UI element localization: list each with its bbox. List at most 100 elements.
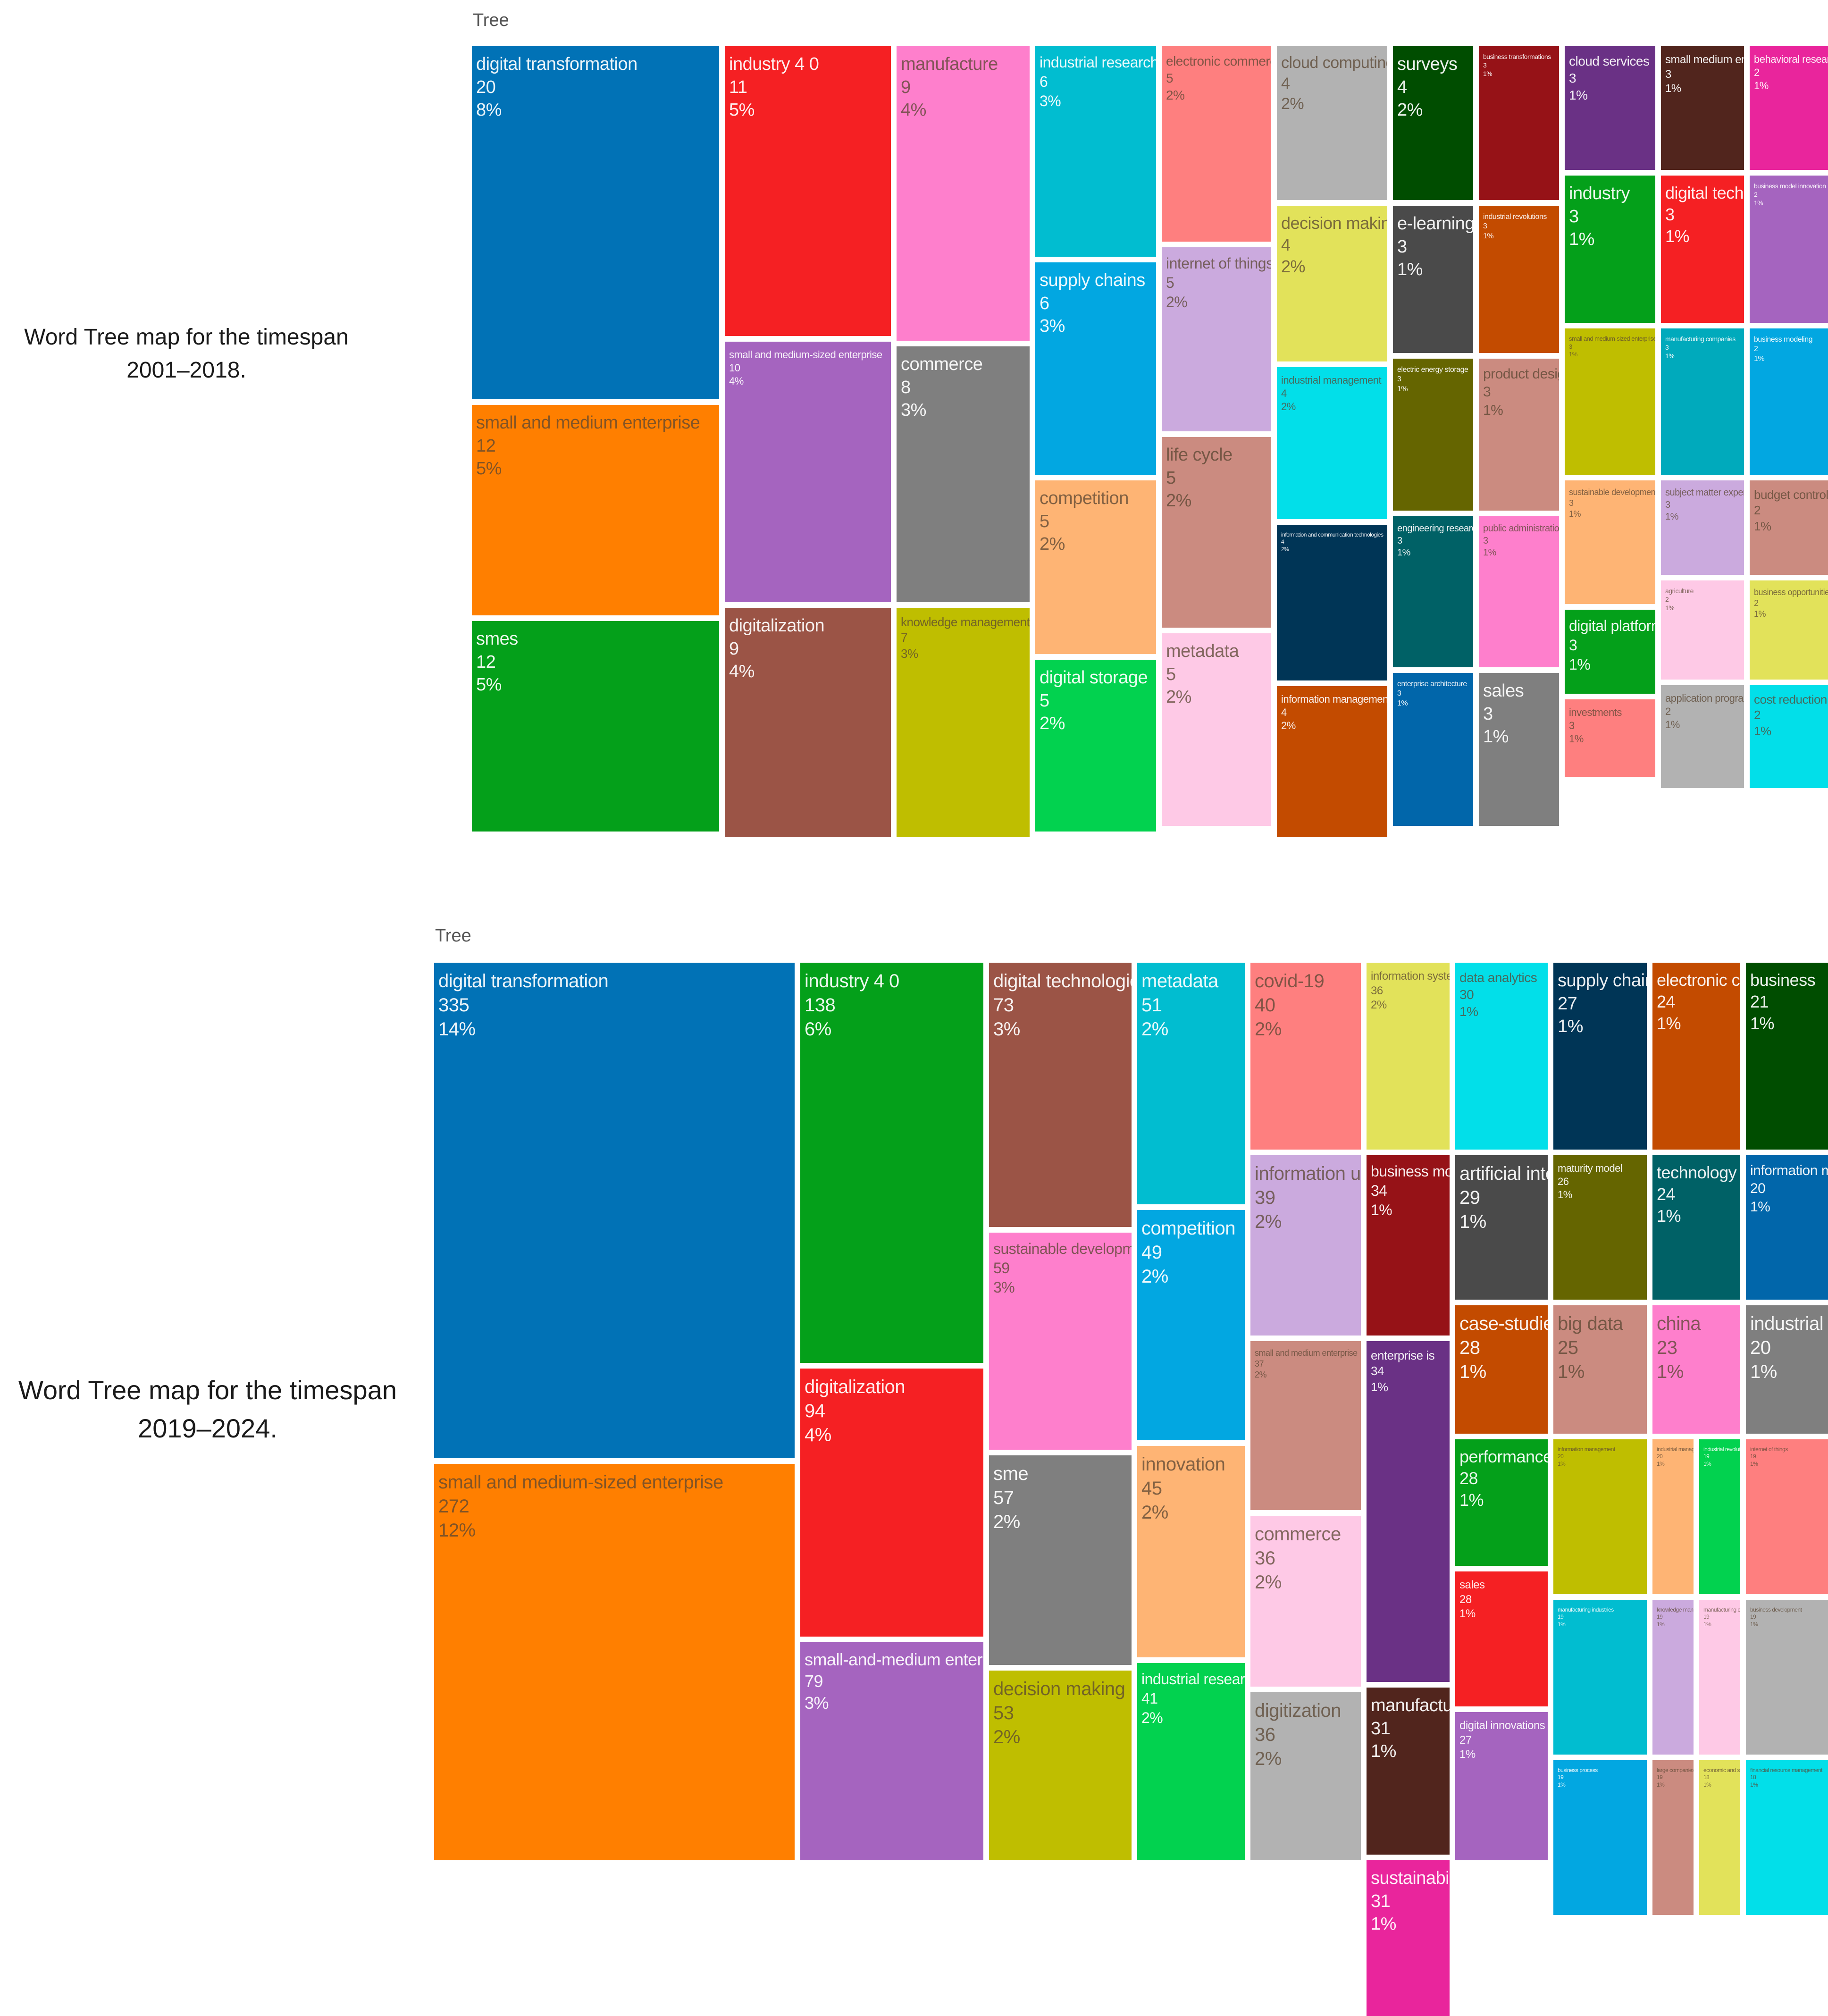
treemap-tile[interactable]: manufacture 311%: [1367, 1688, 1450, 1855]
treemap-tile[interactable]: sustainability 31 1%: [1367, 1860, 1450, 2016]
treemap-tile[interactable]: agriculture 2 1%: [1661, 580, 1744, 680]
treemap-tile[interactable]: industrial revolutions191%: [1699, 1439, 1740, 1594]
treemap-tile[interactable]: big data 25 1%: [1553, 1305, 1647, 1434]
treemap-tile[interactable]: budget control 2 1%: [1750, 480, 1828, 575]
treemap-tile[interactable]: large companies 19 1%: [1652, 1760, 1694, 1915]
treemap-tile[interactable]: competition 49 2%: [1137, 1210, 1245, 1440]
treemap-tile[interactable]: digitization 36 2%: [1250, 1692, 1361, 1860]
treemap-tile[interactable]: information use 392%: [1250, 1155, 1361, 1336]
treemap-tile[interactable]: financial resource management 18 1%: [1746, 1760, 1828, 1915]
treemap-tile[interactable]: sme 57 2%: [989, 1455, 1132, 1665]
treemap-tile[interactable]: manufacture 9 4%: [897, 46, 1030, 341]
treemap-tile[interactable]: small-and-medium enterprise 79 3%: [800, 1642, 983, 1860]
treemap-tile[interactable]: digital platforms 31%: [1565, 610, 1655, 694]
treemap-tile[interactable]: commerce 8 3%: [897, 346, 1030, 602]
treemap-tile[interactable]: artificial intelligence 291%: [1455, 1155, 1548, 1300]
treemap-tile[interactable]: sustainable development 3 1%: [1565, 480, 1655, 604]
treemap-tile[interactable]: competition 5 2%: [1035, 480, 1156, 654]
treemap-tile[interactable]: internet of things 5 2%: [1162, 247, 1271, 431]
treemap-tile[interactable]: small and medium-sized enterprise 10 4%: [725, 342, 891, 602]
treemap-tile[interactable]: e-learning 3 1%: [1393, 206, 1473, 353]
treemap-tile[interactable]: cost reduction 2 1%: [1750, 685, 1828, 788]
treemap-tile[interactable]: business 21 1%: [1746, 963, 1828, 1150]
treemap-tile[interactable]: maturity model 26 1%: [1553, 1155, 1647, 1300]
treemap-tile[interactable]: digital storage 5 2%: [1035, 660, 1156, 832]
treemap-tile[interactable]: small and medium enterprise 37 2%: [1250, 1341, 1361, 1510]
treemap-tile[interactable]: business process 19 1%: [1553, 1760, 1647, 1915]
treemap-tile[interactable]: metadata 51 2%: [1137, 963, 1245, 1204]
treemap-tile[interactable]: industrial research41 2%: [1137, 1663, 1245, 1860]
treemap-tile[interactable]: surveys 4 2%: [1393, 46, 1473, 200]
treemap-tile[interactable]: commerce 36 2%: [1250, 1516, 1361, 1687]
treemap-tile[interactable]: business development 19 1%: [1746, 1600, 1828, 1755]
treemap-tile[interactable]: cloud services 3 1%: [1565, 46, 1655, 170]
treemap-tile[interactable]: business transformations 3 1%: [1479, 46, 1559, 200]
treemap-tile[interactable]: industry 4 0 11 5%: [725, 46, 891, 336]
treemap-tile[interactable]: technology adoption 241%: [1652, 1155, 1740, 1300]
treemap-tile[interactable]: digitalization 94 4%: [800, 1369, 983, 1637]
treemap-tile[interactable]: digital transformation 335 14%: [434, 963, 795, 1458]
treemap-tile[interactable]: economic and social effects181%: [1699, 1760, 1740, 1915]
treemap-tile[interactable]: knowledge management191%: [1652, 1600, 1694, 1755]
treemap-tile[interactable]: cloud computing 4 2%: [1277, 46, 1387, 200]
treemap-tile[interactable]: information systems36 2%: [1367, 963, 1450, 1150]
treemap-tile[interactable]: sustainable development 593%: [989, 1233, 1132, 1450]
treemap-tile[interactable]: data analytics 30 1%: [1455, 963, 1548, 1150]
treemap-tile[interactable]: industry 4 0 138 6%: [800, 963, 983, 1363]
treemap-tile[interactable]: information management 4 2%: [1277, 686, 1387, 837]
treemap-tile[interactable]: manufacturing industries 19 1%: [1553, 1600, 1647, 1755]
treemap-tile[interactable]: digital technologies 3 1%: [1661, 176, 1744, 323]
treemap-tile[interactable]: enterprise is 34 1%: [1367, 1341, 1450, 1682]
treemap-tile[interactable]: digital technologies 73 3%: [989, 963, 1132, 1227]
treemap-tile[interactable]: covid-19 40 2%: [1250, 963, 1361, 1150]
treemap-tile[interactable]: electronic commerce 5 2%: [1162, 46, 1271, 242]
treemap-tile[interactable]: metadata 5 2%: [1162, 633, 1271, 826]
treemap-tile[interactable]: electronic commerce24 1%: [1652, 963, 1740, 1150]
treemap-tile[interactable]: sales 3 1%: [1479, 673, 1559, 826]
treemap-tile[interactable]: supply chains 6 3%: [1035, 262, 1156, 475]
treemap-tile[interactable]: small and medium-sized enterprise 3 1%: [1565, 328, 1655, 475]
treemap-tile[interactable]: subject matter experts3 1%: [1661, 480, 1744, 575]
treemap-tile[interactable]: business modeling 2 1%: [1750, 328, 1828, 475]
treemap-tile[interactable]: information and communication technologi…: [1277, 525, 1387, 680]
treemap-tile[interactable]: business models 34 1%: [1367, 1155, 1450, 1336]
treemap-tile[interactable]: industrial revolutions 3 1%: [1479, 206, 1559, 353]
treemap-tile[interactable]: digital transformation 20 8%: [472, 46, 719, 399]
treemap-tile[interactable]: investments 3 1%: [1565, 699, 1655, 777]
treemap-tile[interactable]: behavioral research 21%: [1750, 46, 1828, 170]
treemap-tile[interactable]: engineering research 3 1%: [1393, 516, 1473, 667]
treemap-tile[interactable]: knowledge management 7 3%: [897, 608, 1030, 837]
treemap-tile[interactable]: performance 28 1%: [1455, 1439, 1548, 1566]
treemap-tile[interactable]: enterprise architecture 3 1%: [1393, 673, 1473, 826]
treemap-tile[interactable]: product design 3 1%: [1479, 359, 1559, 511]
treemap-tile[interactable]: manufacturing companies 3 1%: [1661, 328, 1744, 475]
treemap-tile[interactable]: industrial research 6 3%: [1035, 46, 1156, 257]
treemap-tile[interactable]: internet of things 19 1%: [1746, 1439, 1828, 1594]
treemap-tile[interactable]: supply chains271%: [1553, 963, 1647, 1150]
treemap-tile[interactable]: business opportunities 2 1%: [1750, 580, 1828, 680]
treemap-tile[interactable]: public administration 3 1%: [1479, 516, 1559, 667]
treemap-tile[interactable]: business model innovation 2 1%: [1750, 176, 1828, 323]
treemap-tile[interactable]: sales 28 1%: [1455, 1571, 1548, 1706]
treemap-tile[interactable]: decision making42%: [1277, 206, 1387, 361]
treemap-tile[interactable]: digitalization 9 4%: [725, 608, 891, 837]
treemap-tile[interactable]: digital innovations 27 1%: [1455, 1712, 1548, 1860]
treemap-tile[interactable]: industry 3 1%: [1565, 176, 1655, 323]
treemap-tile[interactable]: electric energy storage 3 1%: [1393, 359, 1473, 511]
treemap-tile[interactable]: industrial management 4 2%: [1277, 367, 1387, 519]
treemap-tile[interactable]: decision making 53 2%: [989, 1671, 1132, 1860]
treemap-tile[interactable]: application programs 21%: [1661, 685, 1744, 788]
treemap-tile[interactable]: life cycle 5 2%: [1162, 437, 1271, 628]
treemap-tile[interactable]: small and medium enterprise 12 5%: [472, 405, 719, 615]
treemap-tile[interactable]: case-studies 281%: [1455, 1305, 1548, 1434]
treemap-tile[interactable]: innovation 45 2%: [1137, 1446, 1245, 1657]
treemap-tile[interactable]: smes 12 5%: [472, 621, 719, 832]
treemap-tile[interactable]: small and medium-sized enterprise 272 12%: [434, 1464, 795, 1860]
treemap-tile[interactable]: china 23 1%: [1652, 1305, 1740, 1434]
